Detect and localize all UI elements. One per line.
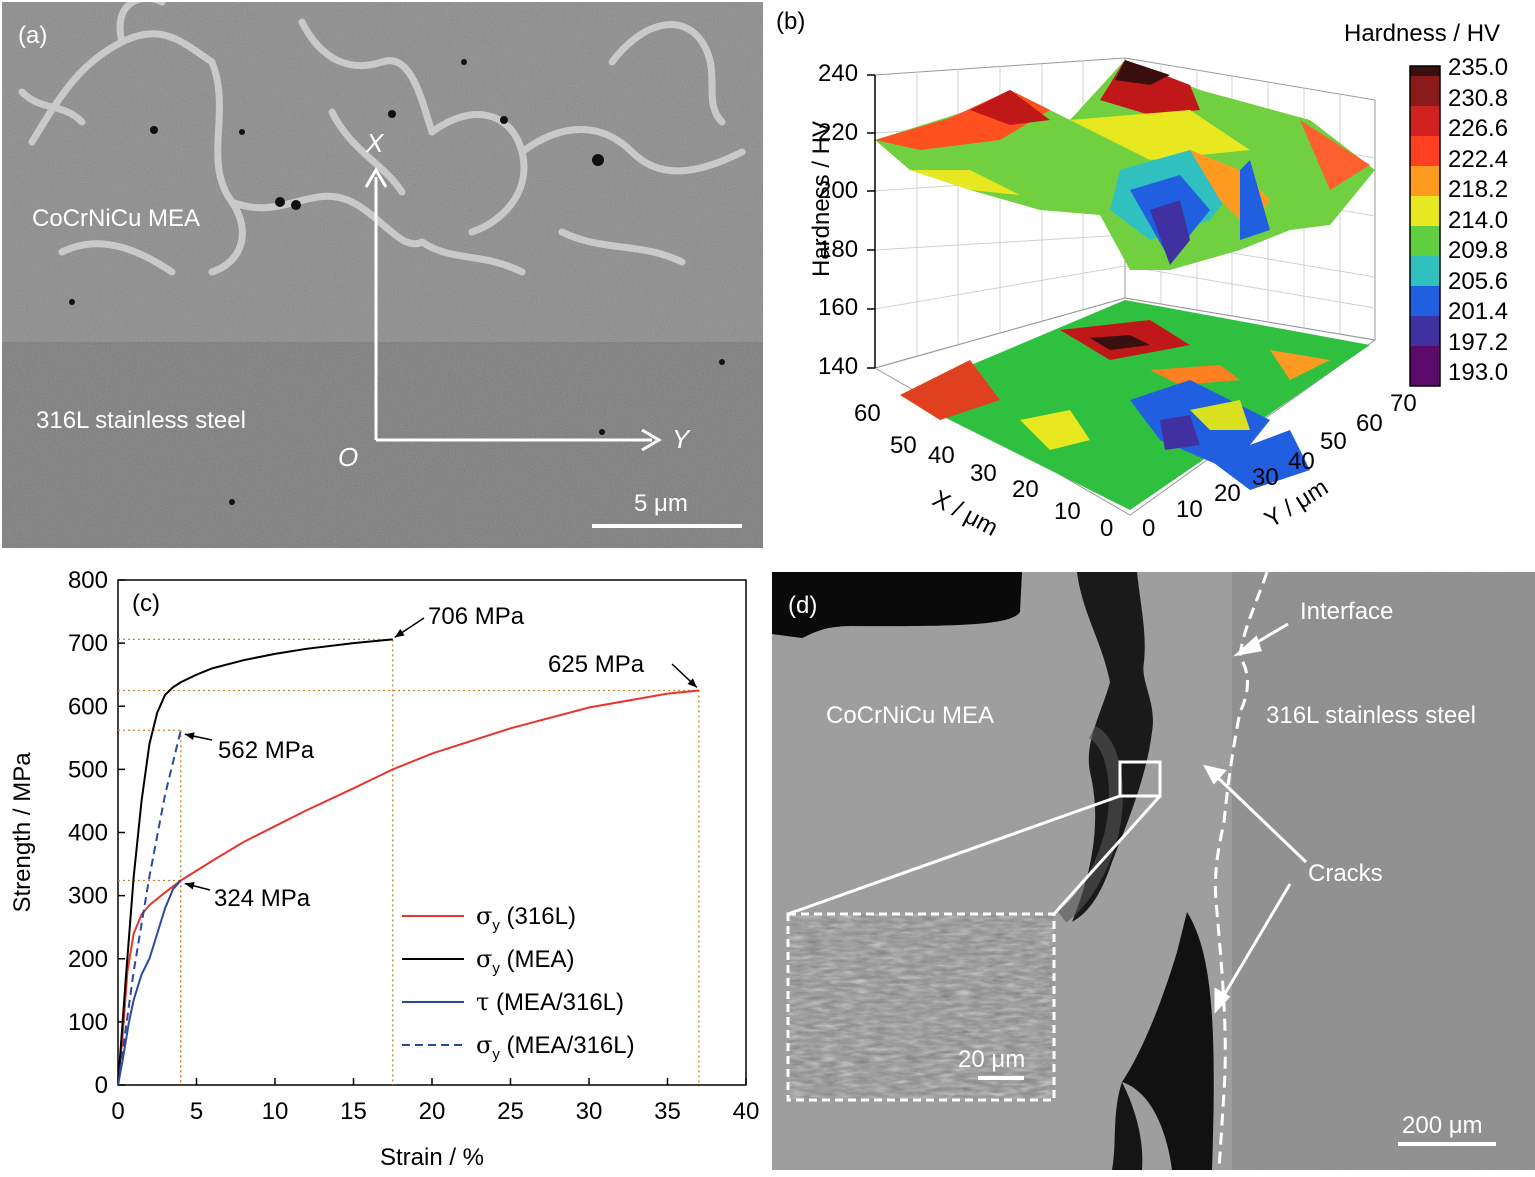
z-tick: 240 bbox=[818, 60, 859, 87]
y-tick-label: 800 bbox=[68, 567, 108, 594]
y-tick-b: 30 bbox=[1252, 464, 1279, 491]
cracks-label: Cracks bbox=[1308, 860, 1383, 887]
y-tick-b: 0 bbox=[1142, 515, 1156, 542]
scale-bar-label: 5 μm bbox=[634, 490, 688, 517]
mea-label-d: CoCrNiCu MEA bbox=[826, 702, 995, 729]
colorbar-tick: 218.2 bbox=[1448, 176, 1509, 203]
panel-a-micrograph: (a) CoCrNiCu MEA 316L stainless steel X … bbox=[2, 0, 763, 548]
steel-label: 316L stainless steel bbox=[36, 407, 246, 434]
annotation-625: 625 MPa bbox=[548, 651, 645, 678]
y-tick-label: 0 bbox=[95, 1072, 108, 1099]
steel-label-d: 316L stainless steel bbox=[1266, 702, 1476, 729]
colorbar-tick: 230.8 bbox=[1448, 84, 1509, 112]
x-tick-b: 50 bbox=[890, 432, 917, 459]
origin-label: O bbox=[338, 442, 359, 472]
panel-b-plot bbox=[867, 57, 1441, 516]
panel-c-chart: 0 5 10 15 20 25 30 35 40010020030040050060070080… bbox=[9, 567, 760, 1171]
scale-bar-label-d: 200 μm bbox=[1402, 1112, 1483, 1139]
x-tick-b: 0 bbox=[1100, 515, 1114, 542]
arrow-324-head bbox=[184, 882, 195, 890]
colorbar-tick: 209.8 bbox=[1448, 237, 1509, 264]
colorbar-tick: 197.2 bbox=[1448, 328, 1509, 356]
plot-frame bbox=[117, 579, 747, 1086]
y-tick-b: 50 bbox=[1320, 428, 1347, 455]
y-tick-b: 40 bbox=[1288, 448, 1315, 475]
x-axis-label: Strain / % bbox=[380, 1144, 484, 1171]
colorbar-tick: 205.6 bbox=[1448, 267, 1509, 295]
series-line-3 bbox=[117, 730, 182, 1086]
axis-x-label: X bbox=[366, 128, 384, 158]
colorbar-tick: 222.4 bbox=[1448, 145, 1509, 173]
panel-c-label: (c) bbox=[132, 590, 160, 617]
x-tick-label: 10 bbox=[262, 1098, 289, 1125]
z-tick: 200 bbox=[818, 177, 859, 205]
z-tick: 160 bbox=[818, 294, 859, 322]
interface-label: Interface bbox=[1300, 598, 1394, 625]
legend-label-3: σy (MEA/316L) bbox=[476, 1031, 635, 1063]
arrow-706-head bbox=[394, 629, 405, 638]
colorbar-tick: 201.4 bbox=[1448, 298, 1509, 325]
y-tick-b: 60 bbox=[1356, 410, 1383, 437]
panel-c-stress-strain: 0 5 10 15 20 25 30 35 40 0 100 200 300 400 500 600 700 80… bbox=[0, 560, 770, 1172]
series-line-0 bbox=[117, 689, 700, 1086]
x-tick-label: 30 bbox=[576, 1098, 603, 1125]
x-tick-label: 40 bbox=[733, 1098, 760, 1125]
y-tick-label: 100 bbox=[68, 1009, 108, 1036]
legend-label-2: τ (MEA/316L) bbox=[476, 988, 624, 1016]
colorbar-tick: 193.0 bbox=[1448, 359, 1509, 386]
x-tick-label: 5 bbox=[190, 1098, 203, 1125]
annotation-562: 562 MPa bbox=[218, 737, 315, 764]
panel-b-3d-hardness: (b) Hardness / HV 235.0 230.8 226.6 222.4 21… bbox=[770, 0, 1535, 556]
y-tick-label: 600 bbox=[68, 693, 108, 720]
colorbar-tick: 214.0 bbox=[1448, 206, 1509, 234]
colorbar-tick: 235.0 bbox=[1448, 54, 1509, 81]
y-tick-label: 500 bbox=[68, 756, 108, 783]
x-tick-b: 10 bbox=[1054, 498, 1081, 525]
panel-d-image bbox=[772, 571, 1535, 1171]
inset-scale-label: 20 μm bbox=[958, 1046, 1026, 1073]
x-tick-label: 15 bbox=[340, 1098, 367, 1125]
y-tick-b: 70 bbox=[1390, 390, 1417, 417]
y-axis-label: Strength / MPa bbox=[9, 752, 36, 913]
panel-d-label: (d) bbox=[788, 592, 818, 619]
z-tick: 180 bbox=[818, 235, 859, 263]
y-tick-label: 200 bbox=[68, 946, 108, 973]
y-tick-label: 300 bbox=[68, 883, 108, 910]
panel-a-label: (a) bbox=[18, 22, 48, 49]
x-tick-b: 40 bbox=[928, 442, 955, 469]
y-tick-b: 20 bbox=[1214, 480, 1241, 507]
x-tick-b: 20 bbox=[1012, 476, 1039, 503]
mea-label: CoCrNiCu MEA bbox=[32, 205, 201, 232]
colorbar bbox=[1409, 65, 1441, 387]
x-tick-label: 20 bbox=[419, 1098, 446, 1125]
z-tick: 220 bbox=[818, 118, 859, 146]
annotation-324: 324 MPa bbox=[214, 885, 311, 912]
series-line-1 bbox=[117, 638, 393, 1086]
x-tick-b: 60 bbox=[854, 400, 881, 427]
y-tick-label: 700 bbox=[68, 630, 108, 657]
panel-d-micrograph: (d) Interface CoCrNiCu MEA 316L stainles… bbox=[772, 571, 1535, 1171]
y-tick-b: 10 bbox=[1176, 496, 1203, 523]
arrow-625-head bbox=[687, 678, 697, 688]
axis-y-label: Y bbox=[672, 424, 690, 454]
series-line-2 bbox=[117, 879, 182, 1086]
legend-label-1: σy (MEA) bbox=[476, 945, 575, 977]
annotation-706: 706 MPa bbox=[428, 603, 525, 630]
x-tick-label: 0 bbox=[111, 1098, 124, 1125]
y-tick-label: 400 bbox=[68, 820, 108, 847]
x-tick-b: 30 bbox=[970, 460, 997, 487]
legend-label-0: σy (316L) bbox=[476, 902, 576, 934]
colorbar-tick: 226.6 bbox=[1448, 115, 1509, 142]
arrow-562-head bbox=[184, 732, 195, 740]
x-tick-label: 35 bbox=[654, 1098, 681, 1125]
x-tick-label: 25 bbox=[497, 1098, 524, 1125]
colorbar-title: Hardness / HV bbox=[1344, 20, 1501, 47]
z-tick: 140 bbox=[818, 353, 859, 380]
panel-b-label: (b) bbox=[776, 8, 806, 35]
panel-a-image bbox=[2, 0, 763, 548]
